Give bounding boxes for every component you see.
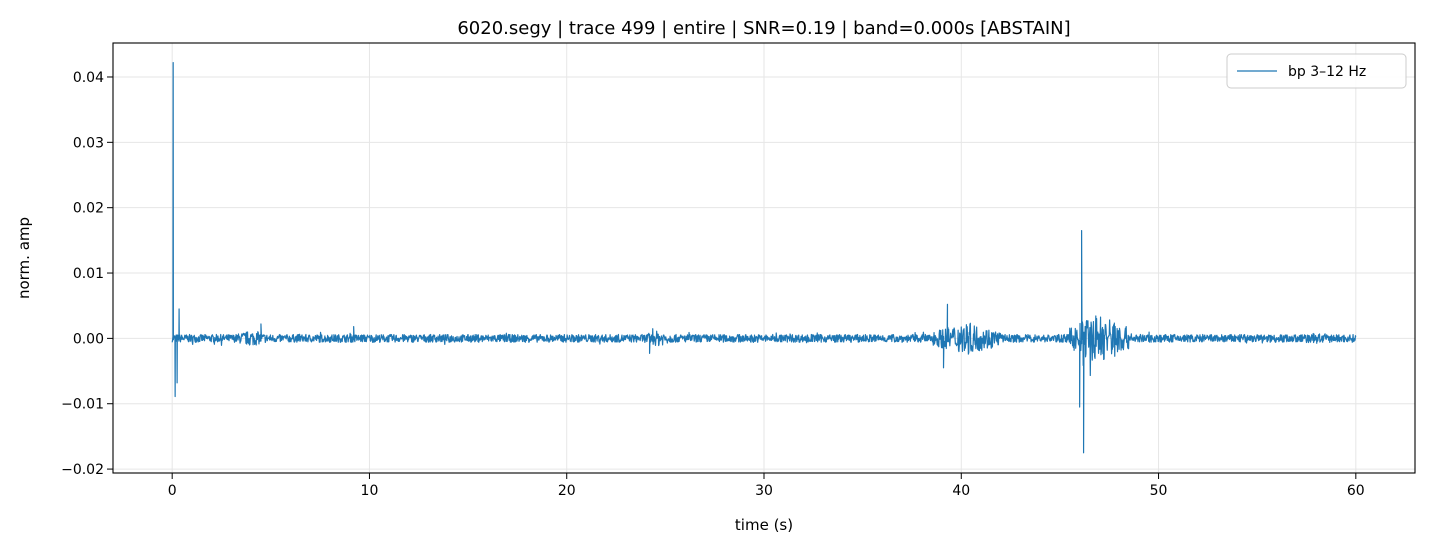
- y-tick-label: 0.01: [73, 266, 104, 282]
- x-axis-label: time (s): [735, 516, 793, 534]
- x-tick-label: 30: [755, 483, 773, 499]
- y-tick-label: 0.03: [73, 135, 104, 151]
- trace-line-bp-3-12-hz: [171, 62, 1357, 454]
- x-tick-label: 50: [1150, 483, 1168, 499]
- legend-box: [1226, 53, 1407, 89]
- y-tick-label: −0.01: [61, 397, 104, 413]
- legend: bp 3–12 Hz: [1226, 53, 1407, 89]
- x-tick-label: 60: [1347, 483, 1365, 499]
- y-tick-label: 0.04: [73, 70, 104, 86]
- chart-title: 6020.segy | trace 499 | entire | SNR=0.1…: [457, 18, 1070, 39]
- x-tick-label: 10: [361, 483, 379, 499]
- y-axis: −0.02 −0.01 0.00 0.01 0.02 0.03 0.04: [61, 70, 113, 478]
- y-tick-label: −0.02: [61, 462, 104, 478]
- y-tick-label: 0.02: [73, 201, 104, 217]
- x-tick-label: 20: [558, 483, 576, 499]
- y-tick-label: 0.00: [73, 331, 104, 347]
- y-axis-label: norm. amp: [15, 217, 33, 299]
- x-tick-label: 0: [168, 483, 177, 499]
- x-tick-label: 40: [952, 483, 970, 499]
- x-axis: 0 10 20 30 40 50 60: [168, 473, 1365, 499]
- legend-label: bp 3–12 Hz: [1288, 64, 1366, 80]
- grid: [113, 43, 1415, 473]
